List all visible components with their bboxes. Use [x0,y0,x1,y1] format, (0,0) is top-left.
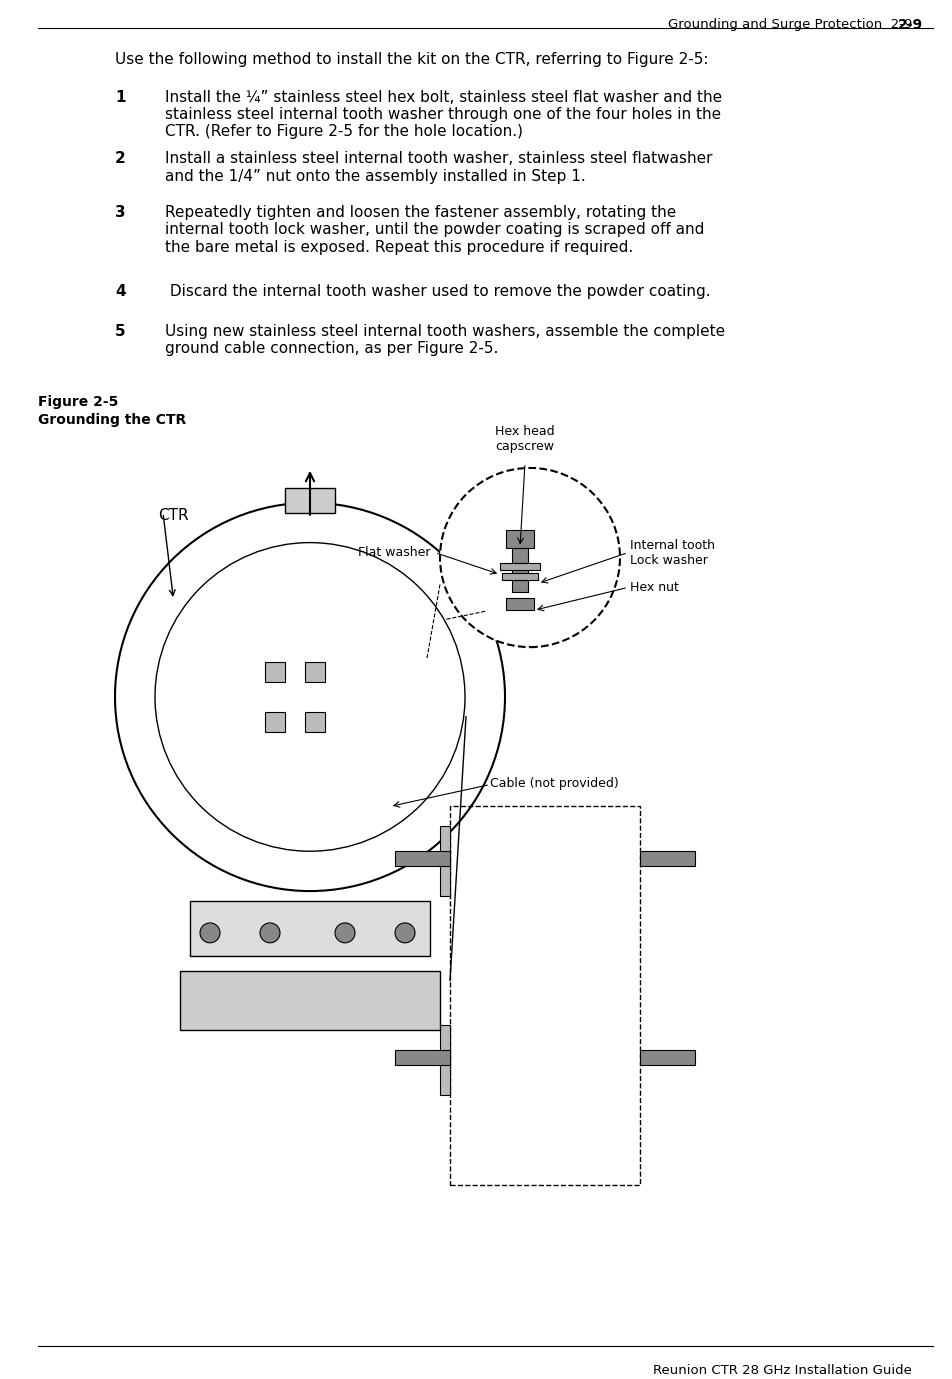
Text: CTR: CTR [158,507,188,523]
Circle shape [260,923,280,943]
Bar [395,851,450,866]
Text: Internal tooth
Lock washer: Internal tooth Lock washer [630,539,715,567]
Text: Install the ¼” stainless steel hex bolt, stainless steel flat washer and the
sta: Install the ¼” stainless steel hex bolt,… [165,90,723,139]
Text: 4: 4 [115,284,126,299]
Circle shape [200,923,220,943]
Bar [500,563,540,571]
Bar [440,826,450,896]
Bar [265,662,285,683]
Text: Hex nut: Hex nut [630,581,679,594]
Bar [395,1051,450,1066]
Bar [640,1051,695,1066]
Text: 2-9: 2-9 [899,18,923,32]
Text: 1: 1 [115,90,126,105]
Bar [305,662,325,683]
Text: 5: 5 [115,324,126,339]
Text: Grounding the CTR: Grounding the CTR [38,414,187,427]
Text: Install a stainless steel internal tooth washer, stainless steel flatwasher
and : Install a stainless steel internal tooth… [165,152,712,183]
Text: Hex head
capscrew: Hex head capscrew [495,425,555,452]
Text: Figure 2-5: Figure 2-5 [38,396,118,410]
Text: 3: 3 [115,205,126,221]
Bar [506,598,534,611]
Text: Flat washer: Flat washer [358,546,430,558]
Bar [450,807,640,1185]
Circle shape [440,467,620,647]
Bar [640,851,695,866]
Text: Use the following method to install the kit on the CTR, referring to Figure 2-5:: Use the following method to install the … [115,52,708,66]
Bar [190,900,430,956]
Text: Cable (not provided): Cable (not provided) [490,776,619,790]
Bar [265,712,285,732]
Circle shape [335,923,355,943]
Bar [502,574,538,581]
Bar [440,1026,450,1095]
Bar [512,542,528,593]
Text: Grounding and Surge Protection  2-9: Grounding and Surge Protection 2-9 [667,18,912,30]
Text: Repeatedly tighten and loosen the fastener assembly, rotating the
internal tooth: Repeatedly tighten and loosen the fasten… [165,205,704,255]
Bar [506,530,534,547]
Bar [285,488,335,513]
Text: Discard the internal tooth washer used to remove the powder coating.: Discard the internal tooth washer used t… [165,284,710,299]
Bar [180,971,440,1030]
Text: 2: 2 [115,152,126,167]
Bar [305,712,325,732]
Text: Reunion CTR 28 GHz Installation Guide: Reunion CTR 28 GHz Installation Guide [653,1364,912,1378]
Bar [210,986,410,1005]
Circle shape [395,923,415,943]
Text: Using new stainless steel internal tooth washers, assemble the complete
ground c: Using new stainless steel internal tooth… [165,324,725,356]
